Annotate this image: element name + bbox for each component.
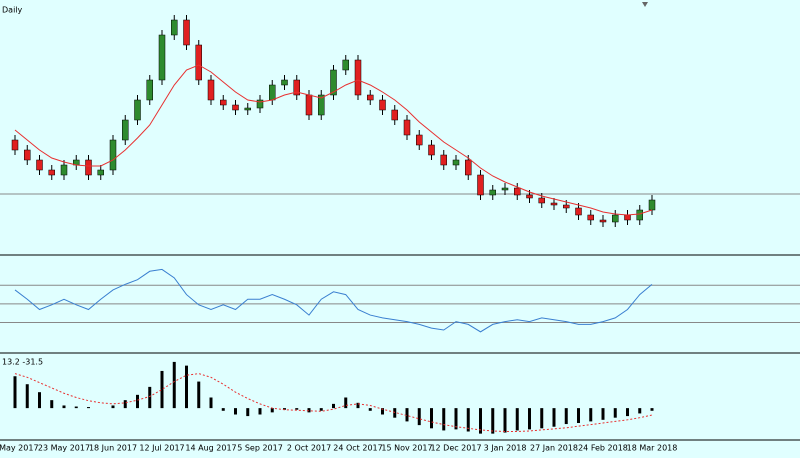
- candle-body: [134, 99, 141, 121]
- candle-body: [526, 194, 533, 199]
- candle-body: [195, 44, 202, 81]
- series-line: [14, 268, 653, 333]
- candle-body: [183, 19, 190, 46]
- candle-body: [207, 79, 215, 101]
- candle-body: [256, 99, 264, 109]
- candle-body: [281, 79, 288, 86]
- x-tick-label: 24 Oct 2017: [333, 444, 382, 453]
- candle-body: [367, 94, 374, 101]
- candle-body: [122, 119, 129, 141]
- shift-marker: [642, 2, 648, 7]
- x-tick-label: 23 May 2017: [38, 444, 90, 453]
- candle-body: [538, 197, 545, 204]
- candle-body: [514, 187, 521, 196]
- candle-body: [318, 94, 325, 116]
- candle-body: [36, 159, 43, 171]
- candle-body: [330, 69, 337, 96]
- candle-body: [624, 214, 631, 221]
- candle-body: [342, 59, 349, 71]
- candle-body: [244, 107, 251, 111]
- candle-body: [85, 159, 92, 176]
- candle-body: [501, 187, 509, 191]
- x-tick-label: 27 Jan 2018: [530, 444, 578, 453]
- x-tick-label: 5 Sep 2017: [237, 444, 283, 453]
- candle-body: [48, 169, 55, 176]
- candle-body: [171, 19, 178, 36]
- candle-body: [452, 159, 460, 166]
- candle-body: [648, 199, 656, 211]
- candle-body: [599, 219, 607, 223]
- candle-body: [60, 164, 68, 176]
- candle-body: [489, 189, 496, 196]
- candle-body: [354, 59, 362, 96]
- x-tick-label: 18 Jun 2017: [89, 444, 137, 453]
- candle-body: [636, 209, 643, 221]
- x-tick-label: 2 Oct 2017: [287, 444, 331, 453]
- candle-body: [24, 149, 31, 161]
- x-tick-label: 12 Jul 2017: [139, 444, 184, 453]
- candle-body: [305, 94, 313, 116]
- indicator-label: 13.2 -31.5: [2, 358, 43, 367]
- candle-body: [232, 104, 239, 111]
- candle-body: [391, 109, 398, 121]
- candle-body: [379, 99, 386, 111]
- x-tick-label: 12 Dec 2017: [430, 444, 481, 453]
- candle-body: [612, 214, 619, 223]
- candle-body: [550, 202, 558, 206]
- candle-body: [465, 159, 472, 176]
- x-tick-label: 14 Aug 2017: [185, 444, 236, 453]
- x-tick-label: 15 Nov 2017: [381, 444, 432, 453]
- candle-body: [477, 174, 484, 196]
- x-tick-label: 3 Jan 2018: [484, 444, 527, 453]
- candle-body: [440, 154, 447, 166]
- candle-body: [97, 169, 104, 176]
- candle-body: [563, 204, 570, 209]
- series-line: [14, 64, 653, 216]
- candle-body: [403, 119, 411, 136]
- candle-body: [587, 214, 594, 221]
- candle-body: [416, 134, 423, 146]
- candle-body: [146, 79, 153, 101]
- series-line: [14, 373, 653, 432]
- chart-title: Daily: [2, 6, 23, 15]
- candle-body: [158, 34, 166, 81]
- candle-body: [575, 207, 582, 216]
- candle-body: [293, 79, 300, 96]
- x-tick-label: 24 Feb 2018: [578, 444, 628, 453]
- candle-body: [109, 139, 117, 171]
- candle-body: [269, 84, 276, 101]
- x-tick-label: 18 Mar 2018: [627, 444, 678, 453]
- candle-body: [11, 139, 19, 151]
- candle-body: [428, 144, 435, 156]
- x-tick-label: 1 May 2017: [0, 444, 39, 453]
- candle-body: [220, 99, 227, 106]
